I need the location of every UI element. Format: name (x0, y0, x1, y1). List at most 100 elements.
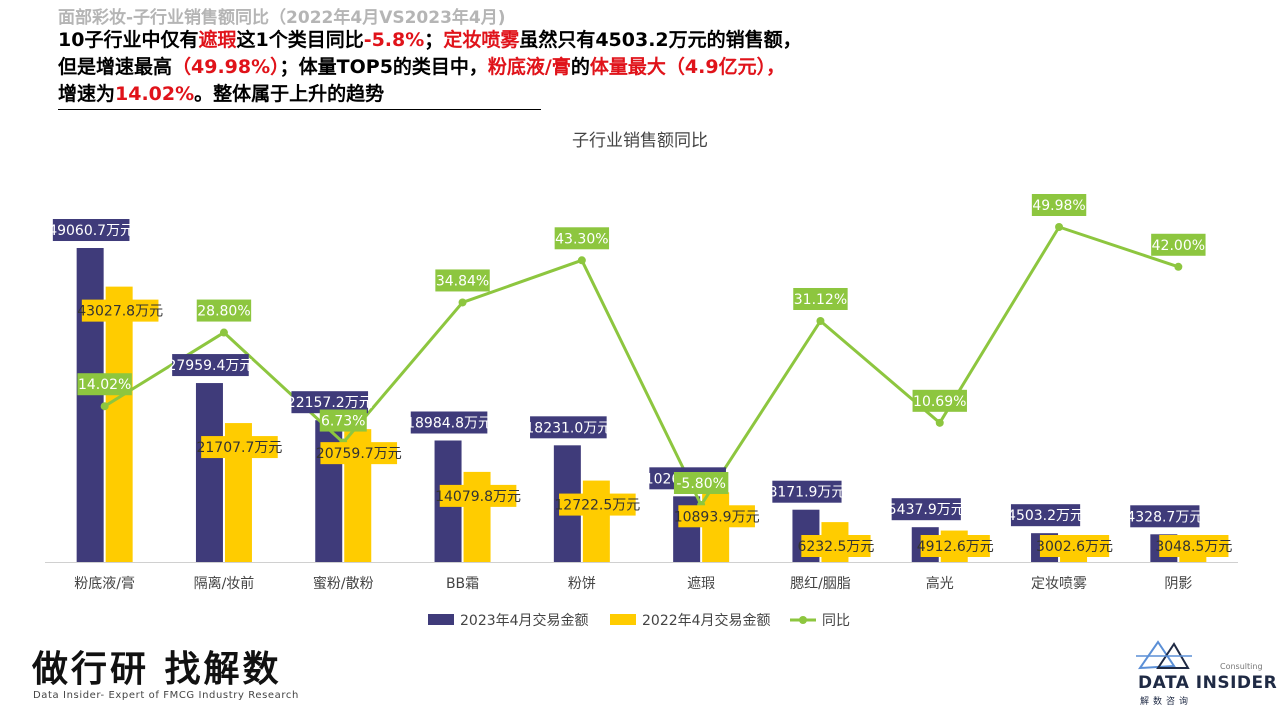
bar-2022-label: 3002.6万元 (1036, 539, 1113, 555)
logo-mark-icon (1136, 640, 1192, 670)
legend-label-yoy: 同比 (822, 613, 850, 629)
yoy-label-box (319, 409, 367, 432)
legend-marker-yoy (799, 616, 807, 624)
legend-swatch-2023 (428, 614, 454, 625)
bar-2023 (76, 248, 104, 562)
headline-segment: 定妆喷雾 (443, 29, 520, 51)
bar-2022-label: 14079.8万元 (435, 489, 521, 505)
bar-2022 (582, 480, 610, 562)
headline-segment: 这1个类目同比 (236, 29, 364, 51)
bar-2022-label: 3048.5万元 (1155, 539, 1232, 555)
headline-segment: ； (424, 29, 444, 51)
x-tick-label: 阴影 (1164, 576, 1192, 592)
bar-2023-label-box (172, 354, 249, 377)
bar-2022-label-box (678, 505, 755, 528)
x-tick-label: 粉饼 (568, 576, 596, 592)
bar-2022-label-box (1159, 535, 1229, 557)
yoy-point (577, 256, 586, 265)
bar-2023-label-box (1010, 504, 1081, 527)
bar-2022-label-box (559, 493, 636, 516)
headline-line-3: 增速为14.02%。整体属于上升的趋势 (58, 81, 802, 108)
yoy-label: 43.30% (555, 231, 608, 247)
bar-2022-label-box (439, 484, 517, 507)
bar-2023-label: 18231.0万元 (525, 420, 611, 436)
chart-title: 子行业销售额同比 (572, 131, 708, 151)
yoy-line (103, 225, 1179, 509)
yoy-label: 34.84% (436, 273, 489, 289)
yoy-label: 49.98% (1032, 198, 1085, 214)
logo-name: DATA INSIDER (1138, 673, 1278, 693)
bar-2023-label-box (772, 480, 842, 503)
bar-2023-label-box (291, 391, 369, 414)
bar-2022-label: 6232.5万元 (797, 539, 874, 555)
headline-underline (58, 109, 541, 110)
bar-2022-label-box (81, 299, 159, 322)
bar-2023-label: 27959.4万元 (167, 358, 253, 374)
headline-segment: 但是增速最高 (58, 56, 173, 78)
footer-subtitle: Data Insider- Expert of FMCG Industry Re… (33, 690, 299, 701)
headline-line-1: 10子行业中仅有遮瑕这1个类目同比-5.8%；定妆喷雾虽然只有4503.2万元的… (58, 27, 802, 54)
bar-2023-label: 4328.7万元 (1126, 509, 1203, 525)
yoy-label-box (77, 373, 132, 396)
yoy-label: 28.80% (197, 304, 250, 320)
bar-2023-label-box (891, 498, 961, 521)
yoy-label-box (554, 227, 610, 250)
bar-2022-label: 4912.6万元 (917, 539, 994, 555)
yoy-label-box (435, 269, 490, 292)
bar-2022-label-box (320, 442, 398, 465)
bar-2023-label: 18984.8万元 (406, 415, 492, 431)
footer-slogan: 做行研 找解数 (32, 649, 282, 690)
yoy-label-box (793, 287, 848, 310)
yoy-label-box (1151, 233, 1206, 256)
bar-2023 (315, 420, 343, 562)
data-insider-logo: Consulting DATA INSIDER 解数咨询 (1130, 636, 1277, 716)
yoy-label: -5.80% (676, 476, 726, 492)
bar-2022-label-box (201, 436, 278, 459)
yoy-label: 31.12% (794, 292, 847, 308)
legend-label-2023: 2023年4月交易金额 (460, 612, 589, 629)
yoy-label-box (1031, 194, 1087, 216)
x-tick-label: 隔离/妆前 (194, 575, 255, 592)
headline-segment: 增速为 (58, 83, 116, 105)
x-tick-label: 腮红/胭脂 (790, 576, 851, 592)
yoy-point (1055, 223, 1064, 231)
bar-2022-label: 43027.8万元 (77, 304, 163, 320)
yoy-label: 42.00% (1152, 238, 1205, 254)
headline-line-2: 但是增速最高（49.98%）；体量TOP5的类目中，粉底液/膏的体量最大（4.9… (58, 54, 802, 81)
bar-2023-label: 5437.9万元 (888, 502, 965, 518)
yoy-point (100, 402, 109, 411)
headline-segment: 。整体属于上升的趋势 (194, 83, 385, 105)
x-tick-label: 蜜粉/散粉 (313, 576, 374, 592)
legend-label-2022: 2022年4月交易金额 (642, 612, 771, 629)
bar-2023-label: 4503.2万元 (1007, 508, 1084, 524)
x-tick-label: 粉底液/膏 (74, 575, 135, 592)
bar-2022-label: 21707.7万元 (196, 440, 282, 456)
logo-cn: 解数咨询 (1140, 697, 1193, 707)
bar-2022-label-box (801, 535, 871, 557)
yoy-label-box (673, 472, 729, 494)
x-tick-label: 遮瑕 (687, 576, 715, 592)
headline-segment: 体量最大 (589, 56, 666, 78)
headline-segment: 遮瑕 (198, 29, 237, 51)
yoy-label: 10.69% (913, 394, 966, 410)
bar-2023 (195, 383, 223, 562)
bar-2023-label-box (52, 219, 130, 242)
yoy-label-box (912, 389, 967, 412)
yoy-point (1174, 262, 1183, 271)
bar-2023-label-box (1130, 505, 1200, 528)
yoy-point (219, 328, 228, 337)
bar-2023-label: 22157.2万元 (287, 395, 373, 411)
headline-segment: （4.9亿元）， (665, 56, 786, 78)
yoy-label-box (196, 299, 252, 322)
x-tick-label: 高光 (926, 575, 954, 592)
bar-2022-label: 20759.7万元 (316, 446, 402, 462)
page-title: 面部彩妆-子行业销售额同比（2022年4月VS2023年4月) (58, 8, 506, 28)
headline-segment: （49.98%） (172, 56, 280, 78)
legend-swatch-2022 (610, 614, 636, 625)
bar-2023-label: 49060.7万元 (48, 223, 134, 239)
headline: 10子行业中仅有遮瑕这1个类目同比-5.8%；定妆喷雾虽然只有4503.2万元的… (58, 27, 802, 108)
bar-2022-label-box (920, 535, 990, 557)
yoy-label: 14.02% (78, 377, 131, 393)
bar-2022-label-box (1039, 535, 1110, 557)
logo-tag: Consulting (1220, 662, 1263, 671)
